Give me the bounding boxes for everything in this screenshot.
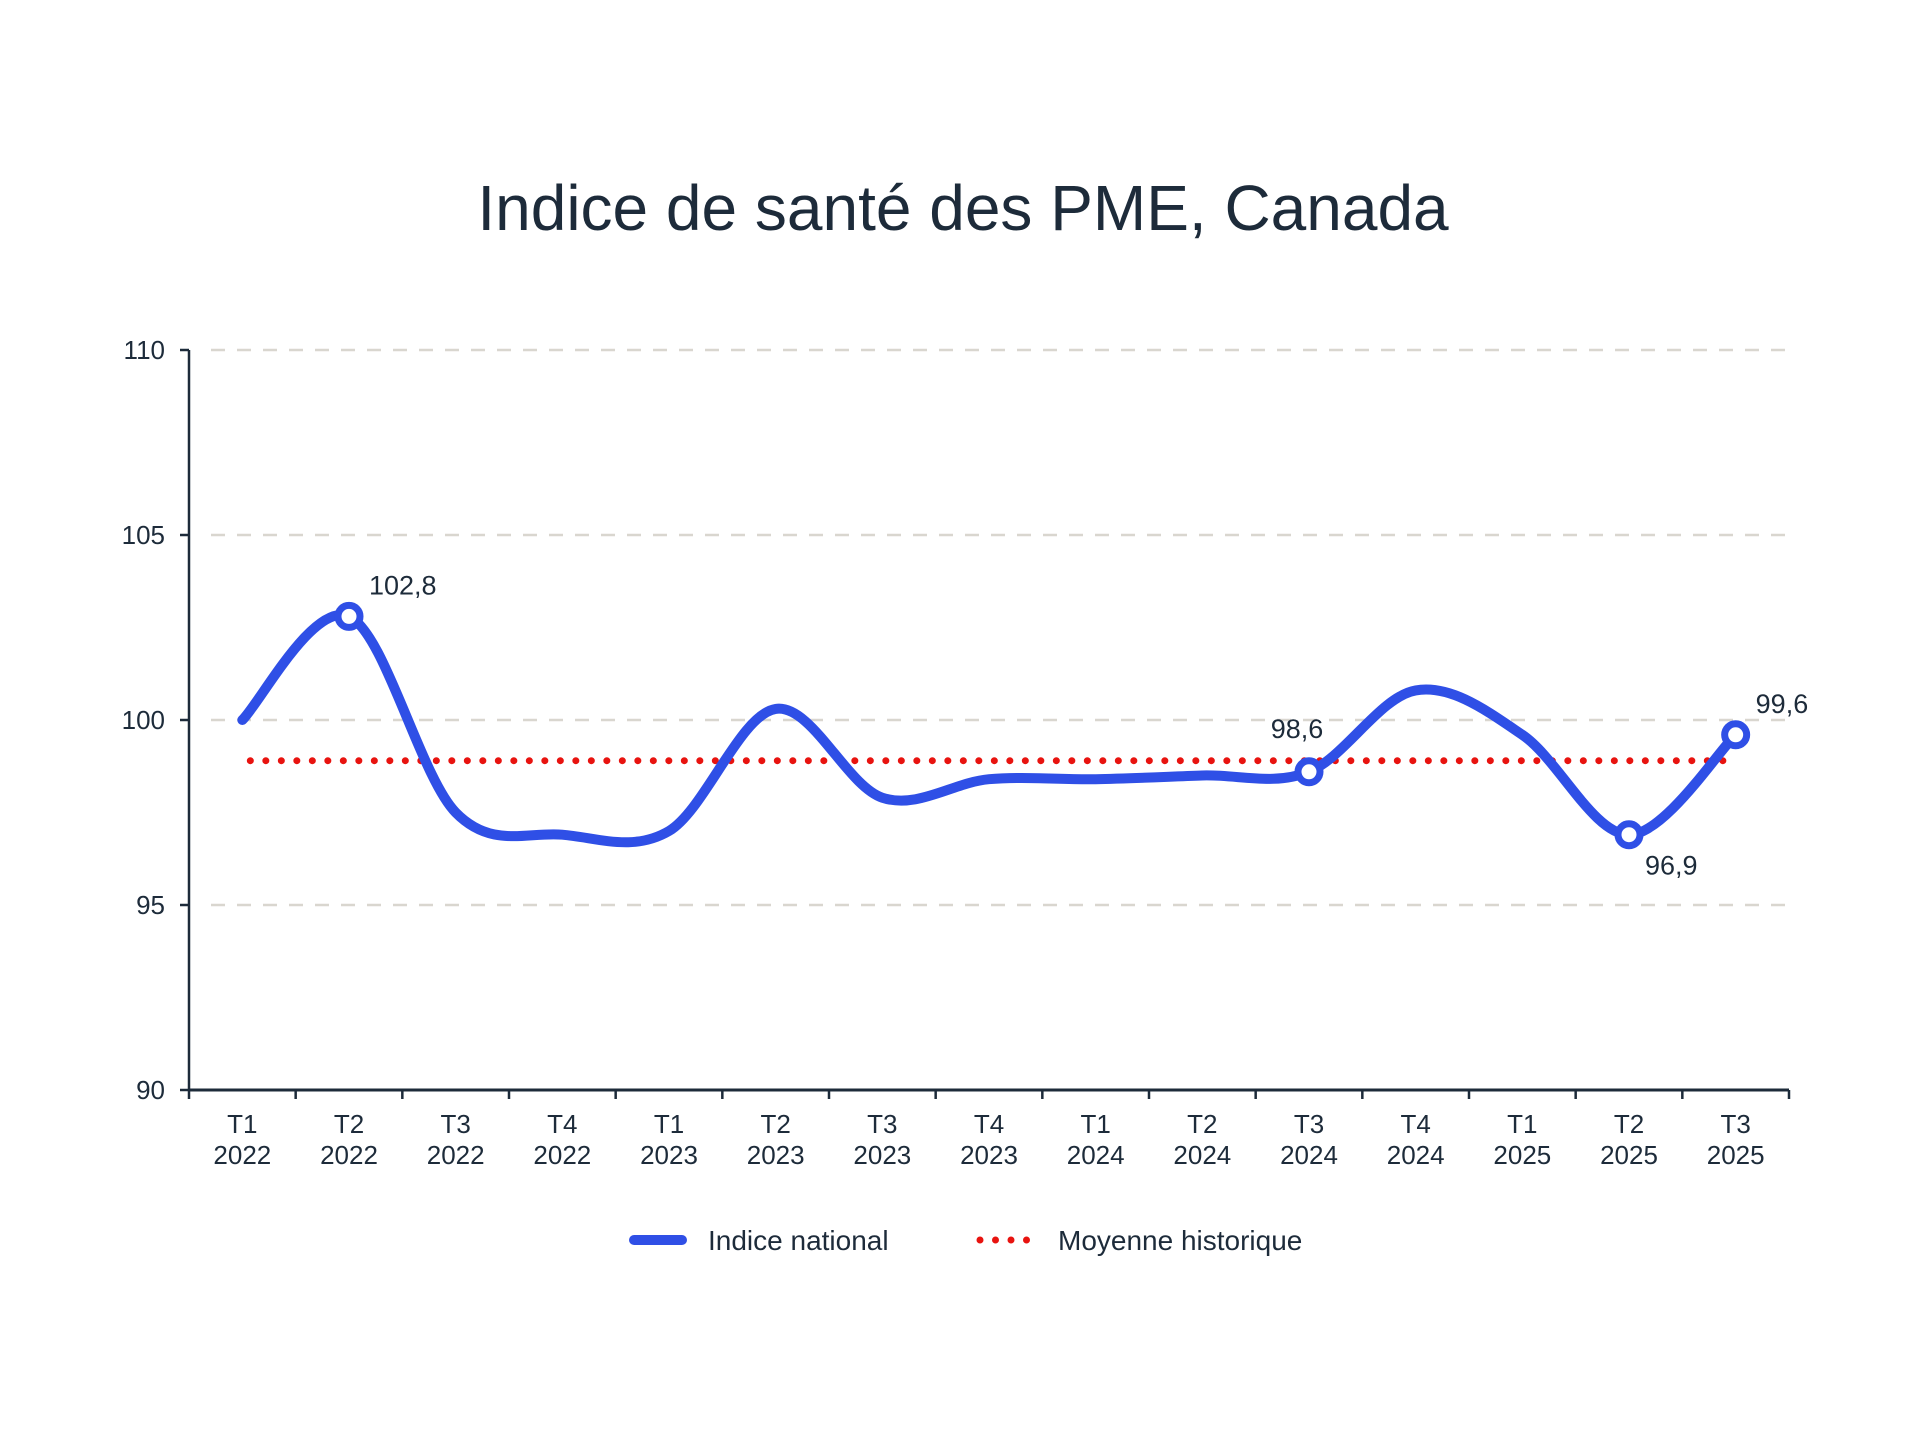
y-tick-label-100: 100 bbox=[122, 705, 165, 735]
data-point-marker bbox=[1614, 820, 1644, 850]
data-label: 99,6 bbox=[1756, 689, 1809, 719]
legend: Indice national Moyenne historique bbox=[629, 1225, 1302, 1256]
y-tick-label-90: 90 bbox=[136, 1075, 165, 1105]
x-tick-label: T4 2022 bbox=[533, 1109, 591, 1170]
x-tick-label: T3 2025 bbox=[1707, 1109, 1765, 1170]
x-tick-label: T2 2022 bbox=[320, 1109, 378, 1170]
y-tick-label-105: 105 bbox=[122, 520, 165, 550]
x-tick-label: T3 2022 bbox=[427, 1109, 485, 1170]
x-tick-label: T2 2023 bbox=[747, 1109, 805, 1170]
x-tick-label: T2 2025 bbox=[1600, 1109, 1658, 1170]
x-tick-label: T3 2024 bbox=[1280, 1109, 1338, 1170]
x-tick-label: T4 2023 bbox=[960, 1109, 1018, 1170]
data-labels: 102,8 98,6 96,9 99,6 bbox=[369, 570, 1808, 880]
data-point-marker bbox=[1294, 757, 1324, 787]
x-tick-label: T1 2023 bbox=[640, 1109, 698, 1170]
legend-label-indice-national: Indice national bbox=[708, 1225, 889, 1256]
x-tick-label: T4 2024 bbox=[1387, 1109, 1445, 1170]
data-label: 98,6 bbox=[1271, 714, 1324, 744]
series-layer bbox=[237, 601, 1751, 850]
series-line-indice-national bbox=[237, 609, 1741, 848]
data-point-marker bbox=[1721, 720, 1751, 750]
x-tick-label: T1 2025 bbox=[1493, 1109, 1551, 1170]
data-point-marker bbox=[334, 601, 364, 631]
y-tick-label-110: 110 bbox=[124, 335, 165, 365]
data-label: 102,8 bbox=[369, 570, 437, 600]
x-tick-label: T3 2023 bbox=[853, 1109, 911, 1170]
x-tick-label: T2 2024 bbox=[1173, 1109, 1231, 1170]
x-tick-label: T1 2024 bbox=[1067, 1109, 1125, 1170]
y-tick-label-95: 95 bbox=[136, 890, 165, 920]
data-label: 96,9 bbox=[1645, 851, 1698, 881]
legend-label-moyenne-historique: Moyenne historique bbox=[1058, 1225, 1302, 1256]
gridlines bbox=[211, 348, 1786, 907]
chart-title: Indice de santé des PME, Canada bbox=[477, 172, 1449, 244]
x-tick-label: T1 2022 bbox=[213, 1109, 271, 1170]
axes: 90 95 100 105 110 T1 2022 T2 2022 T3 2022 T4 2022 T1 2… bbox=[122, 335, 1791, 1170]
